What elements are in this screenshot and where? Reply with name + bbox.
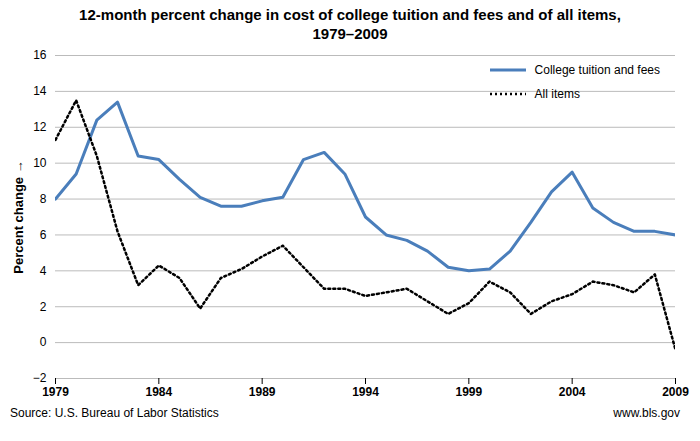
html-text:12-month percent change in cos: 12-month percent change in cost of colle… [79,6,621,42]
svg-text:14: 14 [33,84,47,98]
svg-text:1999: 1999 [455,385,482,399]
svg-text:1984: 1984 [145,385,172,399]
svg-text:4: 4 [40,264,47,278]
html-text:College tuition and fees: College tuition and fees [534,63,660,77]
html-text:www.bls.gov: www.bls.gov [613,406,680,420]
svg-text:2009: 2009 [662,385,689,399]
svg-text:0: 0 [40,335,47,349]
html-text:All items: All items [534,87,580,101]
svg-text:1994: 1994 [352,385,379,399]
svg-text:2: 2 [40,300,47,314]
html-text:Source: U.S. Bureau of Labor S: Source: U.S. Bureau of Labor Statistics [10,406,219,420]
svg-text:1989: 1989 [249,385,276,399]
svg-text:16: 16 [33,48,47,62]
svg-text:6: 6 [40,228,47,242]
svg-text:12: 12 [33,120,47,134]
svg-text:−2: −2 [33,371,47,385]
svg-text:2004: 2004 [559,385,586,399]
svg-text:8: 8 [40,192,47,206]
svg-text:10: 10 [33,156,47,170]
svg-text:Percent change →: Percent change → [11,160,26,273]
svg-text:1979: 1979 [42,385,69,399]
